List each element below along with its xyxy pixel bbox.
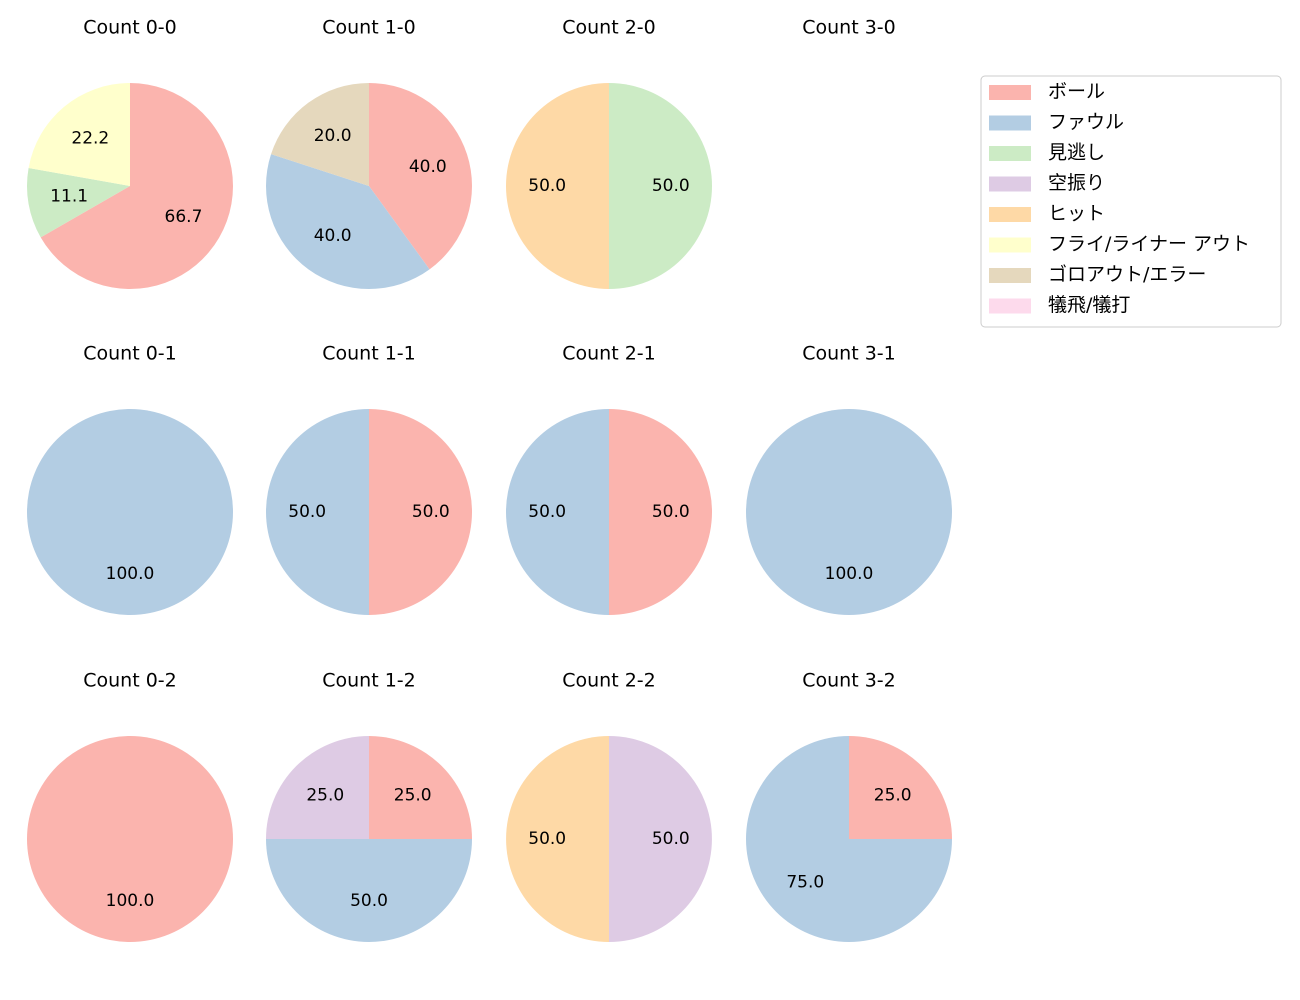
pie-slice	[609, 736, 712, 942]
value-label: 100.0	[825, 564, 874, 584]
legend-label: フライ/ライナー アウト	[1048, 233, 1250, 255]
pie-slice	[369, 83, 473, 270]
pie-slice	[609, 409, 712, 615]
value-label: 75.0	[786, 873, 824, 893]
value-label: 11.1	[50, 187, 88, 207]
pie-slice	[271, 83, 369, 186]
legend-label: ファウル	[1048, 111, 1124, 133]
legend-swatch	[989, 115, 1031, 131]
legend-label: ヒット	[1048, 203, 1105, 225]
value-label: 100.0	[106, 891, 155, 911]
value-label: 50.0	[350, 891, 388, 911]
legend-label: ボール	[1048, 81, 1105, 103]
legend-swatch	[989, 207, 1031, 222]
pie-title: Count 2-2	[562, 670, 656, 692]
pie-title: Count 2-1	[562, 343, 656, 365]
legend-label: 空振り	[1048, 172, 1105, 194]
value-label: 22.2	[71, 129, 109, 149]
pie-title: Count 3-2	[802, 670, 896, 692]
value-label: 50.0	[412, 502, 450, 522]
pie-title: Count 0-0	[83, 17, 177, 39]
value-label: 25.0	[874, 785, 912, 805]
legend-swatch	[989, 268, 1031, 283]
pie-title: Count 1-1	[322, 343, 416, 365]
legend-swatch	[989, 237, 1031, 253]
pie-slice	[40, 83, 234, 289]
value-label: 50.0	[652, 502, 690, 522]
pie-slice	[266, 409, 369, 615]
pie-slice	[609, 83, 712, 289]
legend-swatch	[989, 176, 1031, 192]
legend-label: 見逃し	[1048, 142, 1105, 164]
value-label: 50.0	[652, 176, 690, 196]
pie-slice	[849, 736, 952, 839]
value-label: 40.0	[409, 157, 447, 177]
pie-title: Count 3-0	[802, 17, 896, 39]
pie-slice	[27, 736, 233, 942]
pie-title: Count 3-1	[802, 343, 896, 365]
pie-slice	[746, 736, 952, 942]
legend-box	[980, 75, 1282, 328]
value-label: 50.0	[528, 502, 566, 522]
legend-swatch	[989, 298, 1031, 314]
pie-slice	[266, 736, 369, 839]
legend-label: 犠飛/犠打	[1048, 294, 1130, 316]
pie-slice	[26, 167, 130, 238]
pie-slice	[369, 736, 472, 839]
value-label: 50.0	[528, 176, 566, 196]
pie-slice	[506, 83, 609, 289]
pie-slice	[369, 409, 472, 615]
pie-slice	[746, 409, 952, 615]
pie-title: Count 0-2	[83, 670, 177, 692]
value-label: 25.0	[306, 785, 344, 805]
value-label: 66.7	[165, 207, 203, 227]
pie-title: Count 0-1	[83, 343, 177, 365]
value-label: 100.0	[106, 564, 155, 584]
value-label: 50.0	[288, 502, 326, 522]
pie-slice	[27, 409, 233, 615]
value-label: 50.0	[528, 829, 566, 849]
value-label: 50.0	[652, 829, 690, 849]
pie-title: Count 1-0	[322, 17, 416, 39]
pie-slice	[506, 736, 609, 942]
pie-slice	[28, 83, 130, 186]
legend-swatch	[989, 85, 1031, 100]
pie-slice	[266, 839, 472, 942]
value-label: 20.0	[314, 126, 352, 146]
pie-title: Count 1-2	[322, 670, 416, 692]
value-label: 25.0	[394, 785, 432, 805]
value-label: 40.0	[314, 226, 352, 246]
pie-slice	[266, 154, 430, 289]
legend-swatch	[989, 146, 1031, 161]
pie-title: Count 2-0	[562, 17, 656, 39]
pie-slice	[506, 409, 609, 615]
legend-label: ゴロアウト/エラー	[1048, 264, 1206, 286]
